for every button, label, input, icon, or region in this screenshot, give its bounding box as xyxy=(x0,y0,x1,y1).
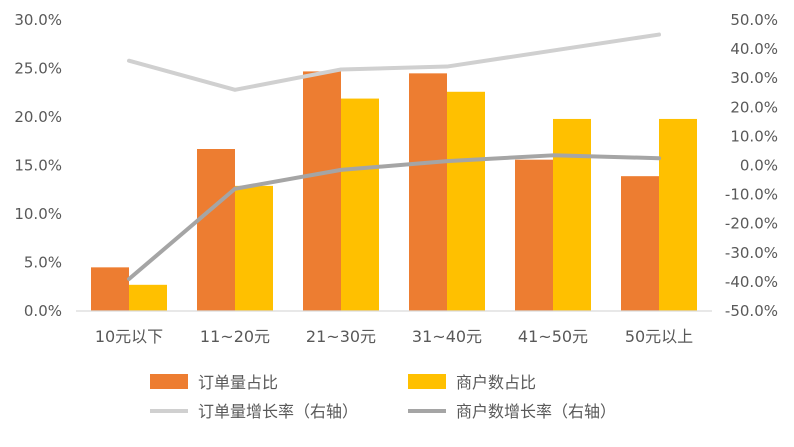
category-labels: 10元以下 11~20元 21~30元 31~40元 41~50元 50元以上 xyxy=(95,327,693,346)
category-label: 21~30元 xyxy=(306,327,376,346)
left-tick-label: 30.0% xyxy=(14,11,62,29)
right-tick-label: 10.0% xyxy=(730,127,778,145)
legend-swatch xyxy=(150,374,188,389)
legend-label: 商户数增长率（右轴） xyxy=(456,402,616,421)
bar-order-share-1 xyxy=(197,149,235,311)
right-axis-ticks: -50.0% -40.0% -30.0% -20.0% -10.0% 0.0% 10.0% 2… xyxy=(725,11,778,320)
legend-item-3: 商户数增长率（右轴） xyxy=(408,402,616,421)
bar-order-share-2 xyxy=(303,71,341,311)
bar-merchant-share-1 xyxy=(235,186,273,311)
right-tick-label: 0.0% xyxy=(740,157,778,175)
left-tick-label: 20.0% xyxy=(14,108,62,126)
category-label: 50元以上 xyxy=(625,327,693,346)
right-tick-label: -30.0% xyxy=(725,244,778,262)
category-label: 11~20元 xyxy=(200,327,270,346)
bar-order-share-5 xyxy=(621,176,659,311)
legend-item-1: 商户数占比 xyxy=(408,373,536,392)
right-tick-label: -10.0% xyxy=(725,186,778,204)
left-tick-label: 25.0% xyxy=(14,60,62,78)
bar-order-share-0 xyxy=(91,267,129,311)
category-label: 31~40元 xyxy=(412,327,482,346)
right-tick-label: -40.0% xyxy=(725,273,778,291)
bar-order-share-4 xyxy=(515,160,553,311)
bar-merchant-share-3 xyxy=(447,92,485,311)
left-tick-label: 0.0% xyxy=(24,302,62,320)
left-tick-label: 10.0% xyxy=(14,205,62,223)
right-tick-label: 40.0% xyxy=(730,40,778,58)
line-order-growth xyxy=(129,35,659,90)
right-tick-label: 50.0% xyxy=(730,11,778,29)
right-tick-label: 30.0% xyxy=(730,69,778,87)
right-tick-label: 20.0% xyxy=(730,98,778,116)
bar-merchant-share-2 xyxy=(341,99,379,311)
legend-item-2: 订单量增长率（右轴） xyxy=(150,402,358,421)
left-tick-label: 5.0% xyxy=(24,254,62,272)
left-tick-label: 15.0% xyxy=(14,157,62,175)
bar-order-share-3 xyxy=(409,73,447,311)
bars-layer xyxy=(91,71,697,311)
right-tick-label: -50.0% xyxy=(725,302,778,320)
bar-merchant-share-0 xyxy=(129,285,167,311)
left-axis-ticks: 0.0% 5.0% 10.0% 15.0% 20.0% 25.0% 30.0% xyxy=(14,11,62,320)
category-label: 10元以下 xyxy=(95,327,163,346)
legend-item-0: 订单量占比 xyxy=(150,373,278,392)
bar-merchant-share-5 xyxy=(659,119,697,311)
bar-merchant-share-4 xyxy=(553,119,591,311)
legend-label: 订单量占比 xyxy=(198,373,278,392)
legend-label: 商户数占比 xyxy=(456,373,536,392)
right-tick-label: -20.0% xyxy=(725,215,778,233)
legend-swatch xyxy=(408,374,446,389)
category-label: 41~50元 xyxy=(518,327,588,346)
legend-label: 订单量增长率（右轴） xyxy=(198,402,358,421)
